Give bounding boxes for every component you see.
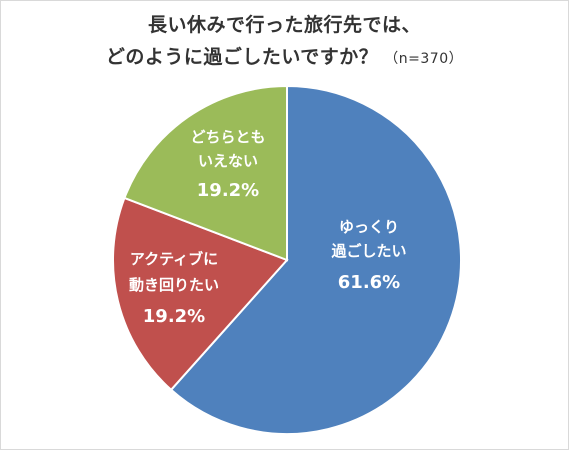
- slice-2-label-line-1: いえない: [198, 152, 258, 170]
- pie-slice-1: [112, 196, 289, 392]
- pie-slice-2: [123, 84, 288, 262]
- chart-title-line2: どのように過ごしたいですか？ （n=370）: [0, 42, 569, 69]
- pie-slice-0: [169, 84, 462, 435]
- slice-0-label-line-0: ゆっくり: [339, 218, 399, 236]
- slice-0-value-label: 61.6%: [338, 272, 400, 293]
- slice-2-label-line-0: どちらとも: [190, 128, 265, 146]
- slice-1-label-line-1: 動き回りたい: [129, 276, 219, 294]
- chart-title-line1: 長い休みで行った旅行先では、: [0, 10, 569, 37]
- slice-0-label-line-1: 過ごしたい: [330, 242, 406, 260]
- title-line2-text: どのように過ごしたいですか？: [105, 46, 379, 68]
- slice-1-value-label: 19.2%: [143, 306, 205, 327]
- slice-2-value-label: 19.2%: [197, 180, 259, 201]
- sample-size: （n=370）: [384, 51, 464, 67]
- title-line1-text: 長い休みで行った旅行先では、: [147, 14, 421, 36]
- slice-1-label-line-0: アクティブに: [130, 250, 218, 268]
